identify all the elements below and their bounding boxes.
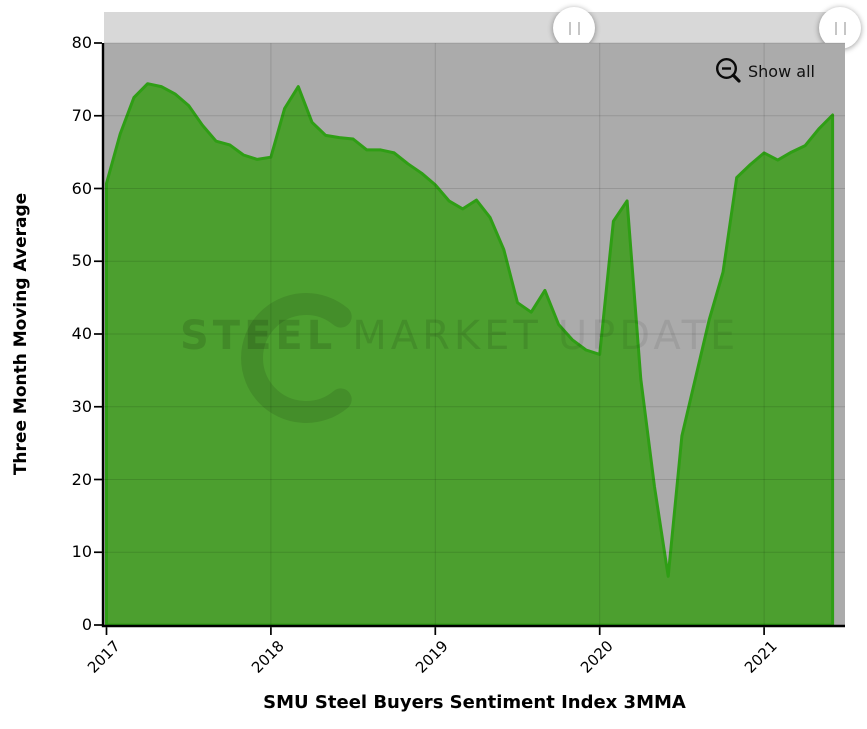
y-tick-label: 0 bbox=[81, 615, 92, 634]
y-tick-label: 40 bbox=[71, 324, 92, 343]
zoom-out-icon bbox=[715, 57, 741, 83]
y-tick-label: 80 bbox=[71, 33, 92, 52]
y-tick-label: 50 bbox=[71, 251, 92, 271]
y-tick-label: 70 bbox=[71, 105, 92, 125]
range-selector-left-handle[interactable] bbox=[553, 7, 595, 49]
grip-icon bbox=[834, 21, 846, 35]
y-tick-label: 20 bbox=[71, 469, 92, 489]
show-all-button[interactable]: Show all bbox=[712, 55, 817, 87]
y-tick-label: 30 bbox=[71, 396, 92, 416]
y-tick-label: 60 bbox=[71, 178, 92, 198]
show-all-label: Show all bbox=[748, 61, 815, 81]
sentiment-area-series[interactable] bbox=[105, 82, 835, 627]
x-axis-title: SMU Steel Buyers Sentiment Index 3MMA bbox=[263, 692, 686, 713]
grip-icon bbox=[568, 21, 580, 35]
y-tick-label: 10 bbox=[71, 542, 92, 562]
range-selector-right-handle[interactable] bbox=[819, 7, 861, 49]
range-selector-track[interactable] bbox=[104, 12, 845, 43]
